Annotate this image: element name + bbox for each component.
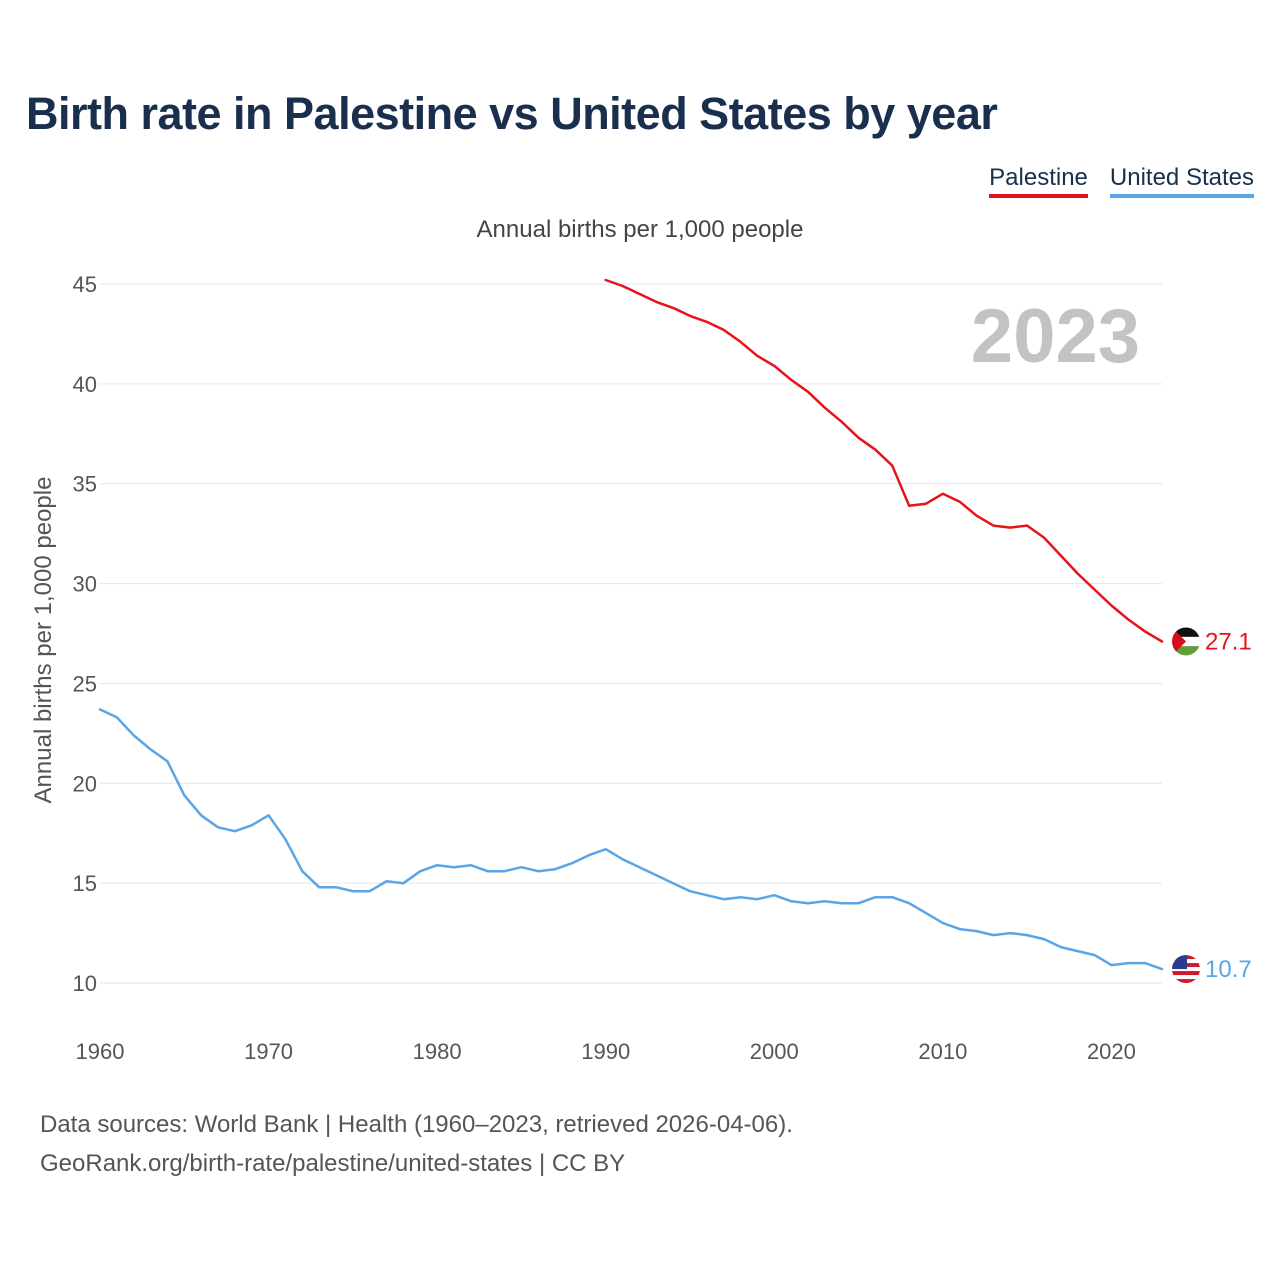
flag-stripe [1172, 646, 1200, 656]
year-label: 2023 [971, 294, 1140, 379]
series-line-united-states [98, 708, 1164, 971]
flag-stripe [1172, 971, 1200, 976]
chart-subtitle: Annual births per 1,000 people [476, 216, 804, 243]
x-tick-label: 1960 [76, 1039, 125, 1064]
flag-stripe [1172, 979, 1200, 984]
united-states-flag-icon [1172, 955, 1200, 984]
page-title: Birth rate in Palestine vs United States… [26, 88, 998, 139]
series-line-palestine [604, 278, 1164, 643]
legend-item-palestine[interactable]: Palestine [989, 164, 1088, 198]
palestine-flag-icon [1172, 627, 1200, 656]
y-tick-label: 40 [73, 372, 97, 397]
y-tick-label: 20 [73, 771, 97, 796]
flag-stripe [1172, 636, 1200, 647]
flag-stripe [1172, 627, 1200, 638]
y-tick-label: 15 [73, 871, 97, 896]
x-tick-label: 1970 [244, 1039, 293, 1064]
flag-stripe [1172, 967, 1200, 972]
legend-item-united-states[interactable]: United States [1109, 164, 1254, 198]
end-label-palestine: 27.1 [1205, 628, 1252, 655]
x-tick-label: 1990 [581, 1039, 630, 1064]
x-tick-label: 1980 [413, 1039, 462, 1064]
footer-sources: Data sources: World Bank | Health (1960–… [40, 1111, 793, 1138]
x-tick-label: 2000 [750, 1039, 799, 1064]
flag-triangle [1172, 627, 1186, 656]
footer-attribution: GeoRank.org/birth-rate/palestine/united-… [40, 1150, 626, 1177]
footer: Data sources: World Bank | Health (1960–… [40, 1105, 793, 1183]
y-tick-label: 10 [73, 971, 97, 996]
line-chart: 10 15 20 25 30 35 40 45 1960 1970 1980 1990 2000 2010… [30, 272, 1252, 1064]
flag-canton [1172, 955, 1187, 970]
legend: Palestine United States [989, 164, 1254, 198]
y-tick-label: 45 [73, 272, 97, 297]
flag-stripe [1172, 975, 1200, 980]
x-tick-label: 2010 [918, 1039, 967, 1064]
y-tick-label: 25 [73, 671, 97, 696]
y-tick-label: 35 [73, 472, 97, 497]
y-axis-label: Annual births per 1,000 people [30, 477, 57, 804]
x-tick-label: 2020 [1087, 1039, 1136, 1064]
y-tick-label: 30 [73, 572, 97, 597]
end-label-united-states: 10.7 [1205, 956, 1252, 983]
